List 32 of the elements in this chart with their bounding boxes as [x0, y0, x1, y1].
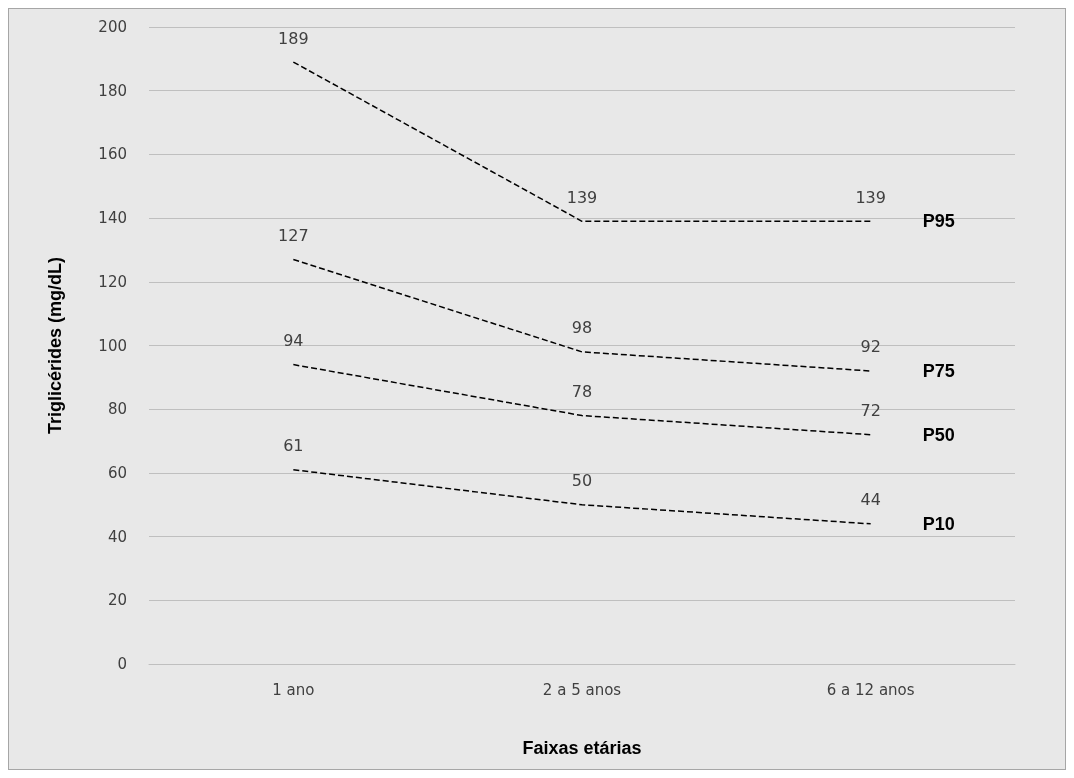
data-label: 72: [860, 401, 881, 421]
y-tick-label: 140: [98, 209, 127, 228]
data-label: 61: [283, 436, 304, 456]
y-tick-label: 60: [107, 463, 127, 482]
y-tick-label: 20: [107, 591, 127, 610]
data-label: 139: [566, 187, 598, 207]
data-label: 189: [278, 28, 309, 48]
x-axis-title: Faixas etárias: [522, 738, 642, 758]
y-tick-label: 40: [107, 527, 127, 546]
data-label: 92: [860, 337, 881, 357]
text: P75: [922, 360, 955, 381]
y-tick-label: 180: [98, 81, 127, 100]
y-tick-label: 0: [117, 655, 127, 673]
data-label: 50: [571, 471, 593, 491]
y-tick-label: 100: [98, 336, 127, 355]
data-label: 98: [571, 318, 593, 338]
x-tick-label: 6 a 12 anos: [826, 680, 915, 699]
data-label: 44: [860, 490, 881, 510]
y-tick-label: 200: [98, 18, 127, 36]
data-label: 139: [855, 187, 886, 207]
y-tick-label: 160: [98, 145, 127, 164]
y-tick-label: 80: [107, 400, 127, 419]
x-tick-label: 1 ano: [272, 680, 315, 699]
x-tick-label: 2 a 5 anos: [542, 680, 622, 699]
y-tick-label: 120: [98, 272, 127, 291]
text: P10: [922, 513, 955, 534]
y-axis-title: Triglicérides (mg/dL): [45, 256, 65, 435]
text: P95: [922, 211, 955, 232]
data-label: 94: [283, 331, 304, 351]
data-label: 127: [278, 226, 309, 246]
text: P50: [922, 424, 955, 445]
data-label: 78: [571, 382, 593, 402]
